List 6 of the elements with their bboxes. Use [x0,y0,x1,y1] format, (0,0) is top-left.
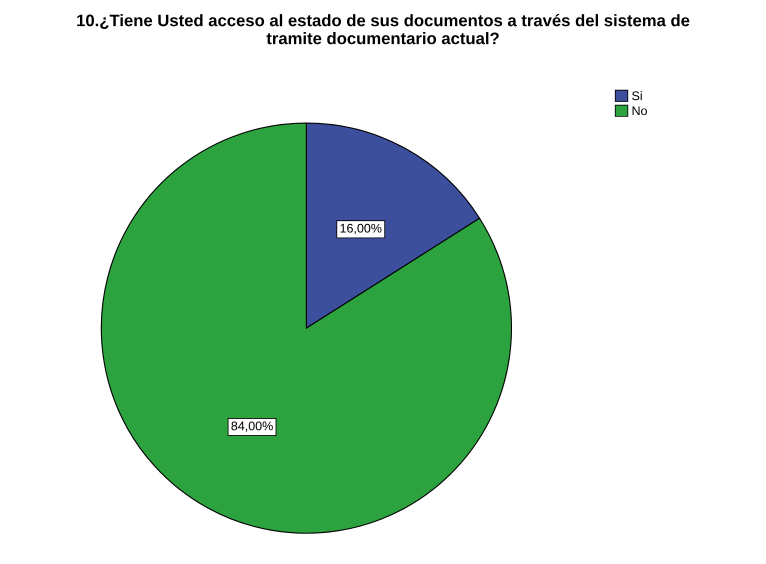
chart-title: 10.¿Tiene Usted acceso al estado de sus documentos a través del sistema de tramite documentario actual? [77,14,690,44]
data-label: 16,00% [340,224,382,234]
legend-label: No [632,106,647,116]
pie-slice [100,122,512,534]
data-label: 84,00% [231,421,273,432]
legend-label: Si [632,91,642,100]
